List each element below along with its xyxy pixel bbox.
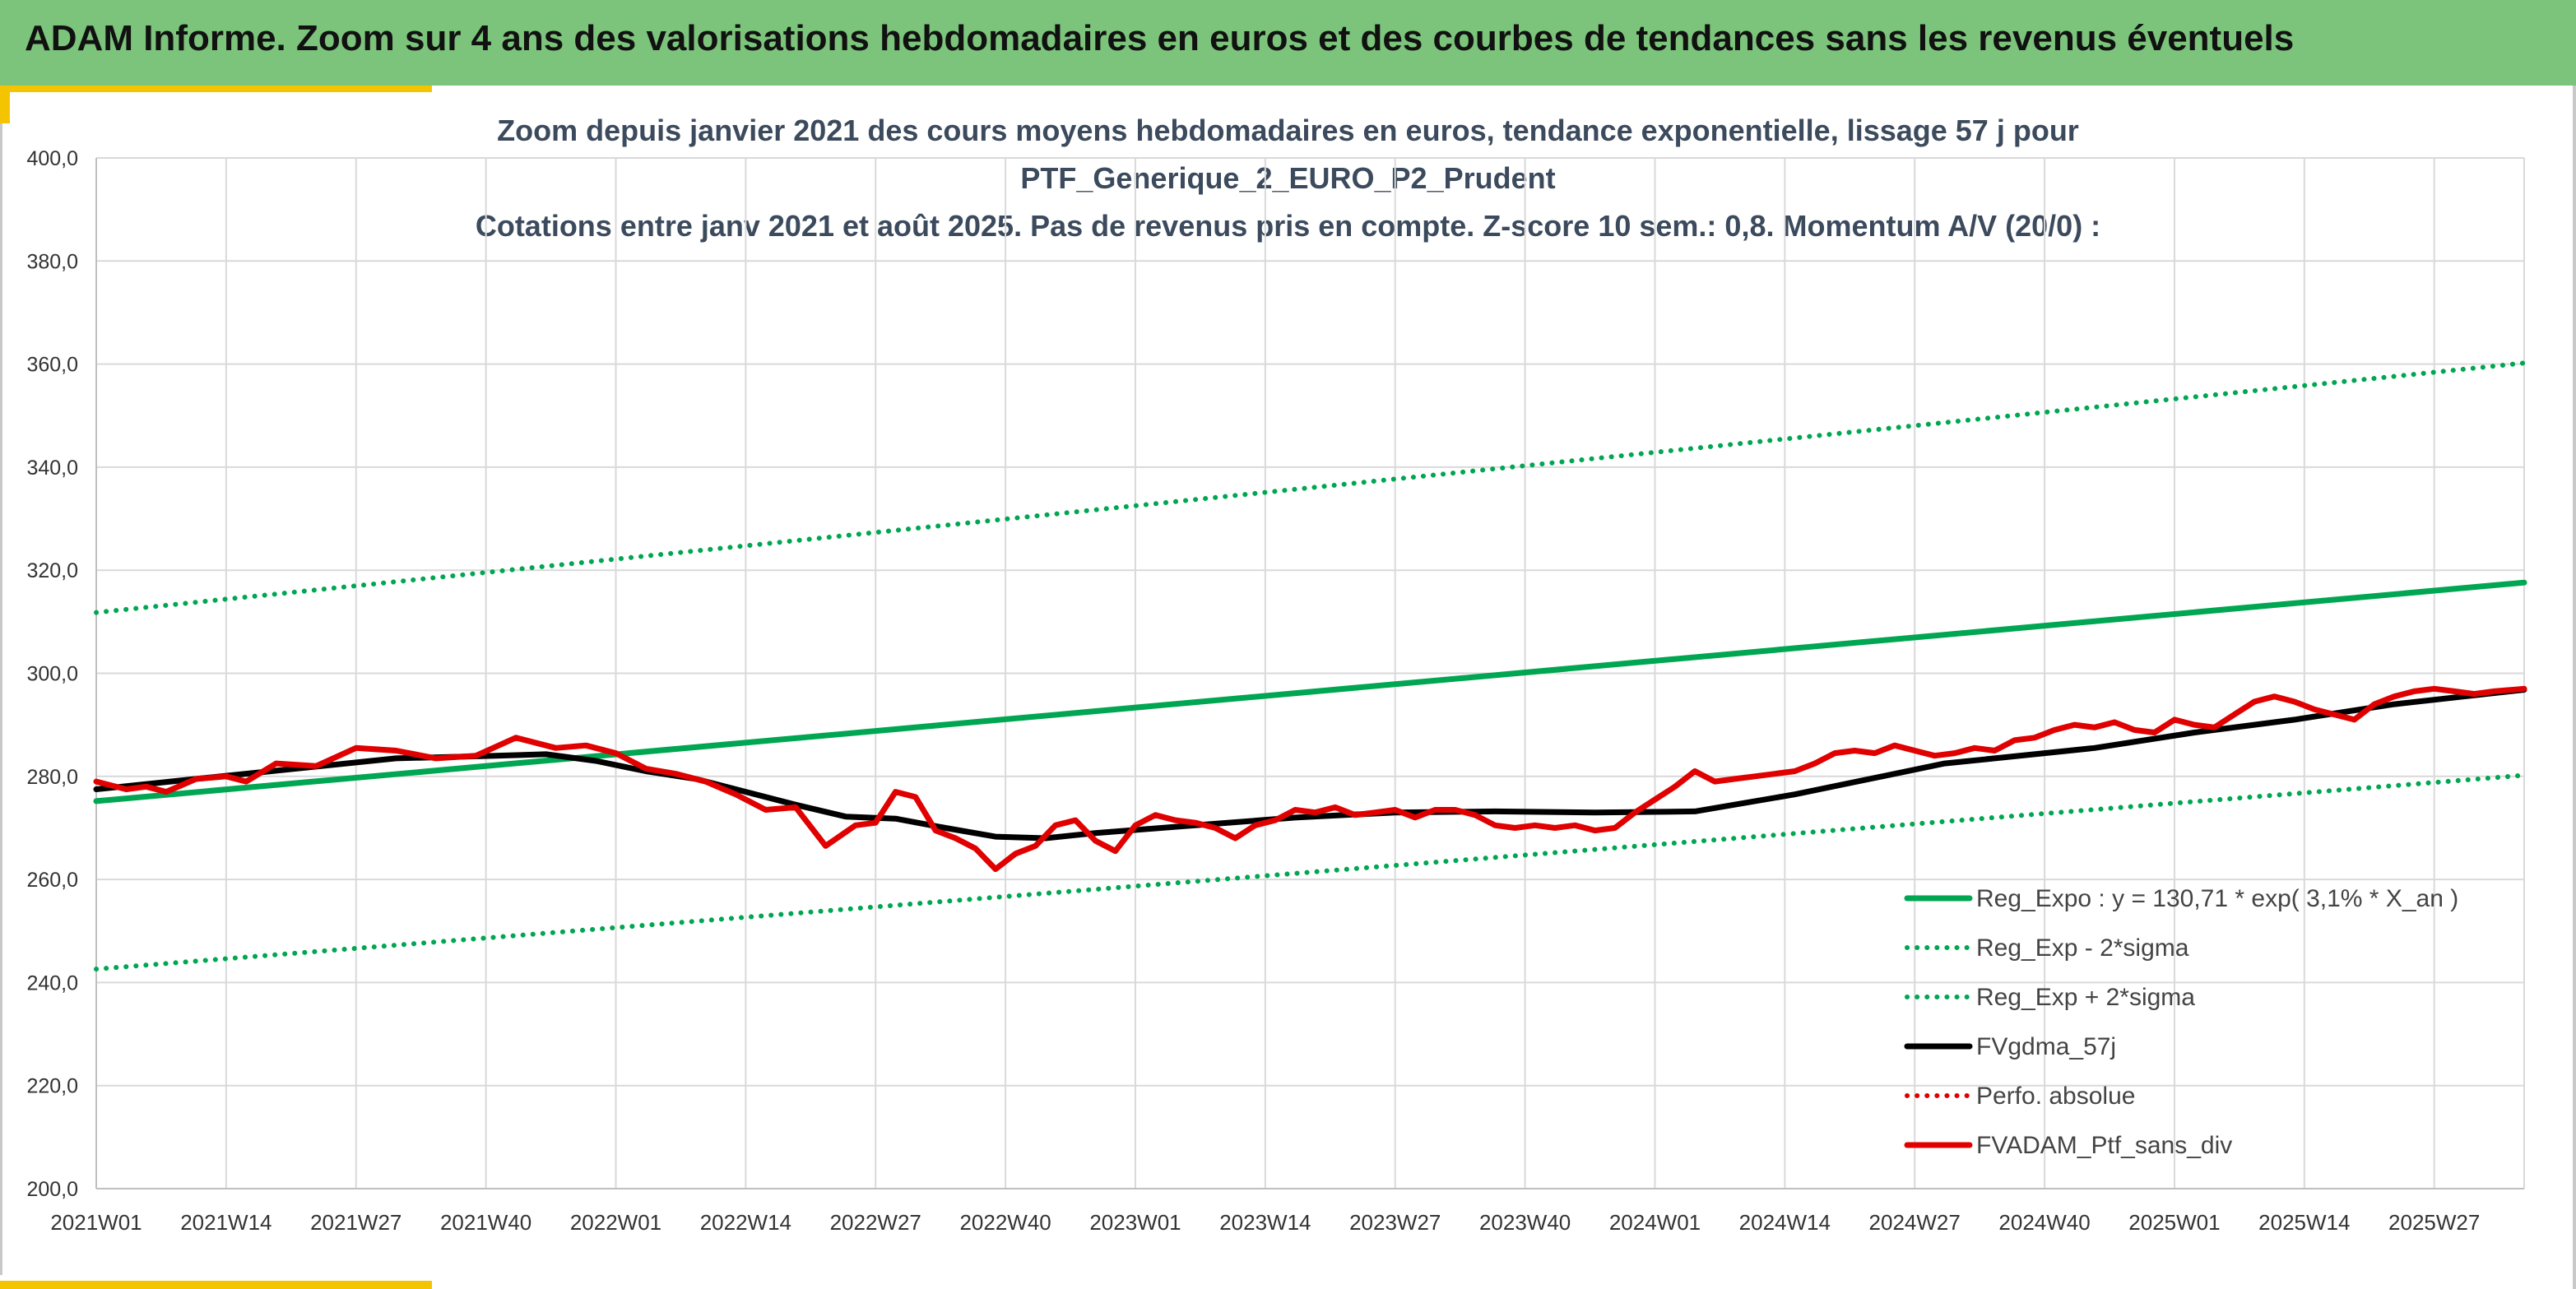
legend-perfo-absolue-label: Perfo. absolue: [1976, 1083, 2135, 1110]
frame-border-left: [0, 123, 2, 1275]
fvadam-ptf-line: [93, 685, 2527, 873]
reg-exp-minus-2sigma-line: [94, 772, 2527, 972]
y-tick-label: 340,0: [26, 457, 78, 480]
x-tick-label: 2024W40: [1998, 1210, 2090, 1235]
x-tick-label: 2023W14: [1219, 1210, 1311, 1235]
y-tick-label: 260,0: [26, 869, 78, 892]
fvgdma-57j-line: [93, 687, 2527, 842]
accent-bar-left: [0, 86, 10, 123]
y-tick-label: 380,0: [26, 250, 78, 273]
y-tick-label: 360,0: [26, 354, 78, 377]
page-title: ADAM Informe. Zoom sur 4 ans des valoris…: [25, 18, 2295, 58]
reg-expo-line: [93, 579, 2527, 804]
chart-title-line-1: Zoom depuis janvier 2021 des cours moyen…: [497, 114, 2079, 147]
x-tick-label: 2025W27: [2388, 1210, 2480, 1235]
y-tick-label: 300,0: [26, 663, 78, 686]
frame-border-right: [2573, 86, 2576, 1289]
legend-fvadam-label: FVADAM_Ptf_sans_div: [1976, 1132, 2232, 1159]
x-tick-label: 2023W01: [1089, 1210, 1181, 1235]
x-tick-label: 2024W27: [1869, 1210, 1961, 1235]
x-tick-label: 2024W14: [1739, 1210, 1831, 1235]
x-tick-label: 2025W01: [2128, 1210, 2220, 1235]
x-tick-label: 2022W27: [830, 1210, 921, 1235]
y-tick-label: 400,0: [26, 147, 78, 170]
x-tick-label: 2025W14: [2258, 1210, 2350, 1235]
reg-exp-plus-2sigma-line: [94, 360, 2527, 615]
x-tick-label: 2023W40: [1479, 1210, 1571, 1235]
x-tick-label: 2022W14: [700, 1210, 791, 1235]
x-tick-label: 2021W01: [50, 1210, 142, 1235]
x-tick-label: 2022W01: [570, 1210, 661, 1235]
x-tick-label: 2021W27: [310, 1210, 401, 1235]
x-tick-label: 2022W40: [959, 1210, 1051, 1235]
legend-fvgdma-label: FVgdma_57j: [1976, 1033, 2116, 1060]
x-tick-label: 2021W40: [440, 1210, 531, 1235]
chart-title-line-2: PTF_Generique_2_EURO_P2_Prudent: [1020, 161, 1556, 195]
x-tick-label: 2021W14: [180, 1210, 272, 1235]
legend-reg-exp-minus-label: Reg_Exp - 2*sigma: [1976, 934, 2189, 962]
y-tick-label: 220,0: [26, 1075, 78, 1098]
accent-bar-top: [0, 86, 432, 92]
y-tick-label: 320,0: [26, 559, 78, 582]
header-bar: ADAM Informe. Zoom sur 4 ans des valoris…: [0, 0, 2576, 86]
legend-reg-expo-label: Reg_Expo : y = 130,71 * exp( 3,1% * X_an…: [1976, 885, 2458, 912]
x-tick-label: 2023W27: [1349, 1210, 1441, 1235]
legend-reg-exp-plus-label: Reg_Exp + 2*sigma: [1976, 984, 2195, 1011]
y-tick-label: 240,0: [26, 971, 78, 995]
y-tick-label: 280,0: [26, 766, 78, 789]
accent-bar-bottom: [0, 1281, 432, 1289]
x-tick-label: 2024W01: [1609, 1210, 1701, 1235]
y-tick-label: 200,0: [26, 1178, 78, 1201]
